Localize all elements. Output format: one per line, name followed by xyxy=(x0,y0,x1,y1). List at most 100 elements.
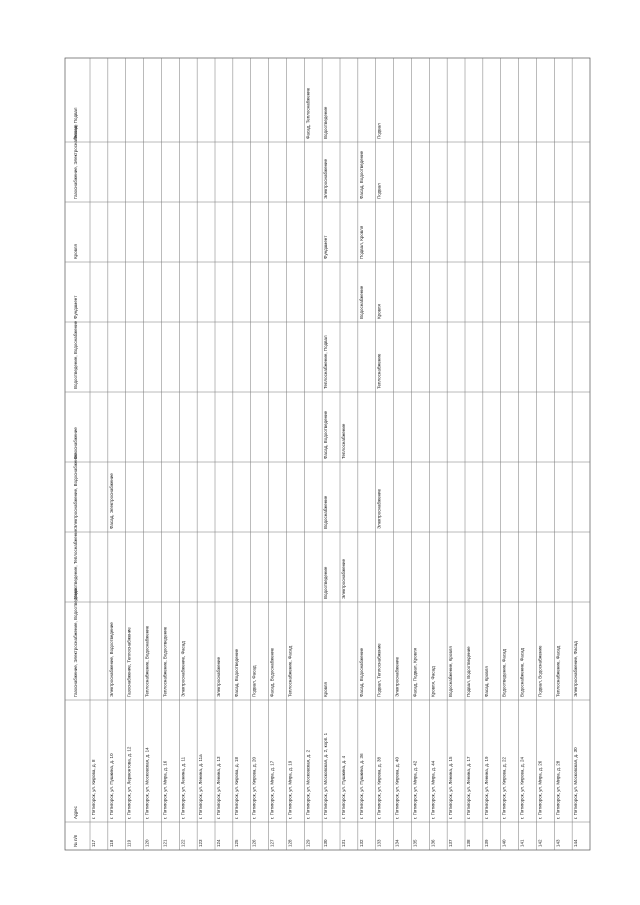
header-cell: Адрес xyxy=(73,805,78,819)
table-cell: Фасад, Водоснабжение xyxy=(359,647,364,697)
table-cell: 123 xyxy=(198,839,203,847)
table-cell: Фасад, Теплоснабжение xyxy=(305,87,310,139)
table-cell: 142 xyxy=(537,839,542,847)
table-cell: Фасад, Водоотведение xyxy=(234,648,239,697)
table-cell: 127 xyxy=(270,839,275,847)
table-cell: Подвал, Фасад xyxy=(252,665,257,697)
table-cell: г. Пятигорск, ул. Ленина, д. 11а xyxy=(198,754,203,819)
table-cell: г. Пятигорск, ул. Мира, д. 16 xyxy=(162,760,167,819)
header-cell: Водоотведение, Водоснабжение xyxy=(73,320,78,389)
table-cell: 119 xyxy=(127,839,132,847)
table-cell: 126 xyxy=(252,839,257,847)
table-cell: Водоотведение, Фасад xyxy=(502,648,507,697)
table-cell: 121 xyxy=(162,839,167,847)
header-cell: Газоснабжение, Электроснабжение xyxy=(73,124,78,199)
table-cell: Кровля, Фасад xyxy=(430,666,435,697)
table-cell: г. Пятигорск, ул. Пушкина, д. 10 xyxy=(109,753,114,819)
table-cell: Газоснабжение, Теплоснабжение xyxy=(127,627,132,697)
table-border xyxy=(64,57,591,851)
table-cell: г. Пятигорск, ул. Мира, д. 28 xyxy=(555,760,560,819)
table-cell: г. Пятигорск, ул. Мира, д. 19 xyxy=(287,760,292,819)
header-cell: Газоснабжение, Электроснабжение, Водоотв… xyxy=(73,587,78,697)
table-cell: Кровля xyxy=(323,681,328,697)
table-cell: 128 xyxy=(287,839,292,847)
header-cell: Фасад, Подвал xyxy=(73,107,78,139)
table-cell: 125 xyxy=(234,839,239,847)
table-cell: г. Пятигорск, ул. Кирова, д. 38 xyxy=(377,757,382,819)
table-cell: Водоснабжение, Кровля xyxy=(448,646,453,697)
table-cell: 139 xyxy=(484,839,489,847)
table-cell: Электроснабжение xyxy=(216,656,221,697)
header-cell: Фундамент xyxy=(73,296,78,319)
table-cell: Водоснабжение xyxy=(359,285,364,319)
table-cell: Теплоснабжение, Фасад xyxy=(287,645,292,697)
table-cell: 118 xyxy=(109,839,114,847)
table-cell: Подвал, Кровля xyxy=(359,225,364,259)
table-cell: 134 xyxy=(395,839,400,847)
table-cell: 135 xyxy=(412,839,417,847)
table-cell: Теплоснабжение, Подвал xyxy=(323,335,328,389)
table-cell: г. Пятигорск, ул. Лермонтова, д. 12 xyxy=(127,746,132,819)
table-cell: 138 xyxy=(466,839,471,847)
table-cell: г. Пятигорск, ул. Кирова, д. 22 xyxy=(502,757,507,819)
table-cell: Электроснабжение xyxy=(395,656,400,697)
table-cell: г. Пятигорск, ул. Мира, д. 44 xyxy=(430,760,435,819)
table-cell: 122 xyxy=(180,839,185,847)
table-cell: г. Пятигорск, ул. Кирова, д. 18 xyxy=(234,757,239,819)
table-cell: Водоотведение xyxy=(323,106,328,139)
table-cell: г. Пятигорск, ул. Кирова, д. 24 xyxy=(520,757,525,819)
table-cell: Электроснабжение xyxy=(377,488,382,529)
table-cell: Фасад, Электроснабжение xyxy=(109,473,114,529)
header-cell: Водоотведение, Теплоснабжение xyxy=(73,528,78,599)
table-cell: Подвал xyxy=(377,123,382,139)
table-cell: Кровля xyxy=(377,303,382,319)
table-cell: г. Пятигорск, ул. Ленина, д. 17 xyxy=(466,756,471,819)
table-cell: Фасад, Подвал, Кровля xyxy=(412,647,417,697)
table-cell: г. Пятигорск, ул. Пушкина, д. 4 xyxy=(341,755,346,819)
table-cell: Теплоснабжение xyxy=(377,353,382,389)
table-cell: 132 xyxy=(359,839,364,847)
table-cell: Электроснабжение, Водоотведение xyxy=(109,622,114,697)
table-cell: Водоснабжение xyxy=(323,495,328,529)
table-cell: 137 xyxy=(448,839,453,847)
table-cell: 120 xyxy=(145,839,150,847)
table-cell: Фасад, Водоотведение xyxy=(323,410,328,459)
table-cell: 143 xyxy=(555,839,560,847)
table-cell: г. Пятигорск, ул. Ленина, д. 11 xyxy=(180,756,185,819)
table-cell: 130 xyxy=(323,839,328,847)
table-cell: 129 xyxy=(305,839,310,847)
table-cell: г. Пятигорск, ул. Мира, д. 26 xyxy=(537,760,542,819)
table-cell: 117 xyxy=(91,839,96,847)
table-cell: г. Пятигорск, ул. Ленина, д. 15 xyxy=(448,756,453,819)
table-cell: 141 xyxy=(520,839,525,847)
table-cell: 140 xyxy=(502,839,507,847)
table-cell: г. Пятигорск, ул. Мира, д. 17 xyxy=(270,760,275,819)
table-cell: Теплоснабжение xyxy=(341,423,346,459)
table-cell: Электроснабжение, Фасад xyxy=(573,641,578,697)
table-cell: г. Пятигорск, ул. Мира, д. 42 xyxy=(412,760,417,819)
table-cell: Теплоснабжение, Водоснабжение xyxy=(145,625,150,697)
header-cell: № п/п xyxy=(73,834,78,847)
table-cell: Электроснабжение xyxy=(323,158,328,199)
table-cell: г. Пятигорск, ул. Кирова, д. 40 xyxy=(395,757,400,819)
header-cell: Кровля xyxy=(73,243,78,259)
table-cell: Электроснабжение, Фасад xyxy=(180,641,185,697)
table-cell: Фундамент xyxy=(323,236,328,259)
table-cell: Фасад, Водоснабжение xyxy=(270,647,275,697)
table-cell: г. Пятигорск, ул. Пушкина, д. 36 xyxy=(359,753,364,819)
table-cell: Подвал, Теплоснабжение xyxy=(377,643,382,697)
table-cell: г. Пятигорск, ул. Кирова, д. 8 xyxy=(91,759,96,819)
table-cell: Подвал, Водоснабжение xyxy=(537,645,542,697)
table-cell: г. Пятигорск, ул. Московская, д. 30 xyxy=(573,747,578,819)
header-cell: Электроснабжение, Водоснабжение xyxy=(73,453,78,529)
table-cell: 133 xyxy=(377,839,382,847)
table-cell: 144 xyxy=(573,839,578,847)
table-cell: Электроснабжение xyxy=(341,558,346,599)
table-cell: Фасад, Кровля xyxy=(484,666,489,697)
table-cell: 136 xyxy=(430,839,435,847)
table-cell: Подвал xyxy=(377,183,382,199)
table-cell: Подвал, Водоотведение xyxy=(466,646,471,697)
table-cell: Теплоснабжение, Водоотведение xyxy=(162,626,167,697)
table-cell: Водоотведение xyxy=(323,566,328,599)
